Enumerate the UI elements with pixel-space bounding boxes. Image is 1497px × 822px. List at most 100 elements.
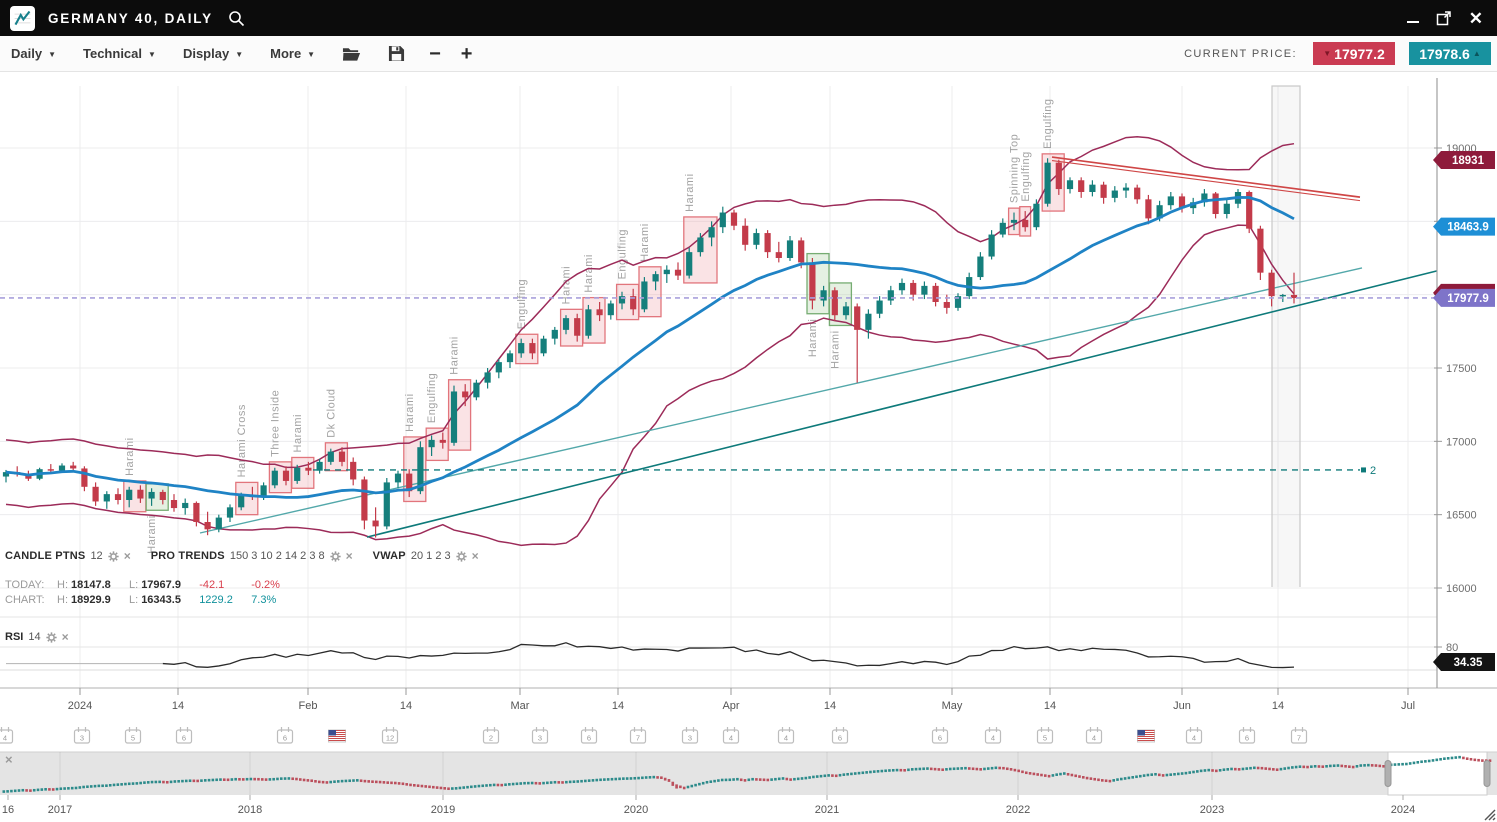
chevron-down-icon: ▼ <box>307 49 316 59</box>
svg-text:14: 14 <box>172 700 184 712</box>
remove-indicator-icon[interactable]: × <box>61 630 69 644</box>
menu-display[interactable]: Display ▼ <box>182 46 244 61</box>
candle <box>473 382 480 398</box>
candle <box>1044 162 1051 204</box>
resize-handle[interactable] <box>1484 809 1496 821</box>
economic-event-icon[interactable]: 5 <box>124 727 142 744</box>
pattern-label: Engulfing <box>1020 151 1032 201</box>
moving-average-line <box>5 196 1295 499</box>
today-stats-row: TODAY: H: 18147.8 L: 17967.9 -42.1 -0.2% <box>5 579 280 591</box>
economic-event-icon[interactable]: 4 <box>984 727 1002 744</box>
economic-event-icon[interactable]: 6 <box>276 727 294 744</box>
trendlines[interactable]: 2 <box>199 267 1438 538</box>
popout-button[interactable] <box>1436 10 1452 26</box>
candle <box>47 469 54 471</box>
economic-event-icon[interactable]: 4 <box>0 727 14 744</box>
svg-text:May: May <box>942 700 963 712</box>
economic-event-icon[interactable]: 4 <box>1185 727 1203 744</box>
svg-text:2022: 2022 <box>1006 804 1030 816</box>
candle <box>484 372 491 383</box>
candle <box>529 343 536 354</box>
remove-indicator-icon[interactable]: × <box>123 549 131 563</box>
candle <box>663 269 670 275</box>
navigator-close-icon[interactable]: × <box>5 752 13 767</box>
svg-text:3: 3 <box>538 734 542 743</box>
svg-text:17000: 17000 <box>1446 436 1477 448</box>
gear-icon[interactable] <box>108 551 119 562</box>
search-icon[interactable] <box>228 10 245 27</box>
svg-text:5: 5 <box>1043 734 1047 743</box>
resistance-trendline[interactable] <box>1051 156 1361 202</box>
us-flag-icon[interactable] <box>328 729 346 743</box>
pattern-label: Engulfing <box>426 373 438 423</box>
candle <box>798 240 805 263</box>
economic-event-icon[interactable]: 6 <box>1238 727 1256 744</box>
economic-event-icon[interactable]: 6 <box>580 727 598 744</box>
navigator-handle-right[interactable] <box>1483 760 1491 787</box>
economic-event-icon[interactable]: 4 <box>722 727 740 744</box>
candle <box>305 467 312 471</box>
zoom-out-button[interactable]: − <box>429 42 441 65</box>
gear-icon[interactable] <box>46 632 57 643</box>
pattern-label: Dk Cloud <box>325 389 337 438</box>
economic-event-icon[interactable]: 2 <box>482 727 500 744</box>
candle <box>1100 184 1107 198</box>
pattern-label: Harami <box>807 319 819 357</box>
economic-event-icon[interactable]: 3 <box>73 727 91 744</box>
economic-event-icon[interactable]: 6 <box>931 727 949 744</box>
economic-event-icon[interactable]: 6 <box>831 727 849 744</box>
svg-text:Feb: Feb <box>299 700 318 712</box>
us-flag-icon[interactable] <box>1137 729 1155 743</box>
pattern-label: Harami <box>829 330 841 368</box>
gear-icon[interactable] <box>330 551 341 562</box>
navigator-handle-left[interactable] <box>1384 760 1392 787</box>
candle <box>1033 203 1040 228</box>
pattern-label: Harami <box>146 515 158 553</box>
pattern-label: Harami <box>684 173 696 211</box>
economic-event-icon[interactable]: 4 <box>777 727 795 744</box>
gear-icon[interactable] <box>456 551 467 562</box>
price-axis[interactable]: 1900018500180001750017000165001600080189… <box>1433 78 1495 688</box>
candle <box>2 472 10 477</box>
chart-canvas[interactable]: Harami Harami Harami Cross Three Inside Hara… <box>0 72 1497 822</box>
svg-text:3: 3 <box>80 734 84 743</box>
menu-more[interactable]: More ▼ <box>270 46 316 61</box>
minimize-button[interactable] <box>1406 13 1419 23</box>
economic-event-icon[interactable]: 6 <box>175 727 193 744</box>
date-axis[interactable]: 2024 14 Feb 14 Mar 14 Apr 14 May 14 Jun 14 Jul <box>68 688 1415 712</box>
economic-event-icon[interactable]: 3 <box>681 727 699 744</box>
menu-technical[interactable]: Technical ▼ <box>83 46 156 61</box>
candle <box>641 281 648 310</box>
svg-text:80: 80 <box>1446 642 1458 654</box>
remove-indicator-icon[interactable]: × <box>471 549 479 563</box>
zoom-in-button[interactable]: + <box>460 42 473 65</box>
open-folder-icon[interactable] <box>342 46 361 62</box>
economic-event-icon[interactable]: 5 <box>1036 727 1054 744</box>
candle <box>1145 199 1152 219</box>
chevron-down-icon: ▼ <box>235 49 244 59</box>
economic-event-icon[interactable]: 7 <box>1290 727 1308 744</box>
candle <box>753 233 760 245</box>
save-icon[interactable] <box>388 45 405 62</box>
svg-text:2024: 2024 <box>1391 804 1415 816</box>
navigator[interactable]: × 16 2017 2018 2019 2020 2021 2022 2023 2024 <box>0 751 1497 816</box>
candle <box>1167 196 1174 206</box>
svg-text:2021: 2021 <box>815 804 839 816</box>
close-icon[interactable]: ✕ <box>1468 8 1483 28</box>
svg-text:6: 6 <box>938 734 942 743</box>
candle <box>697 237 704 253</box>
candle <box>775 252 782 259</box>
svg-text:18463.9: 18463.9 <box>1447 222 1489 234</box>
menu-timeframe[interactable]: Daily ▼ <box>11 46 56 61</box>
economic-event-icon[interactable]: 12 <box>381 727 399 744</box>
economic-event-icon[interactable]: 3 <box>531 727 549 744</box>
sell-price-button[interactable]: ▼ 17977.2 <box>1313 42 1395 65</box>
buy-price-button[interactable]: 17978.6 ▲ <box>1409 42 1491 65</box>
candle <box>159 491 166 501</box>
candle <box>215 517 222 530</box>
candle <box>439 439 446 443</box>
pattern-label: Harami <box>561 266 573 304</box>
remove-indicator-icon[interactable]: × <box>345 549 353 563</box>
economic-event-icon[interactable]: 4 <box>1085 727 1103 744</box>
economic-event-icon[interactable]: 7 <box>629 727 647 744</box>
